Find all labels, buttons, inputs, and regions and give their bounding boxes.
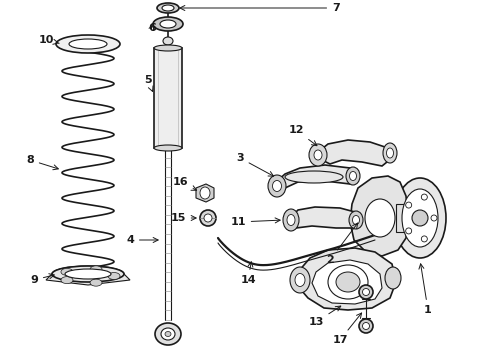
Ellipse shape (285, 171, 343, 183)
Text: 5: 5 (144, 75, 153, 91)
Ellipse shape (90, 279, 102, 286)
Ellipse shape (153, 17, 183, 31)
Ellipse shape (165, 332, 171, 337)
Text: 12: 12 (288, 125, 317, 146)
Ellipse shape (154, 45, 182, 51)
Ellipse shape (406, 228, 412, 234)
Ellipse shape (52, 266, 124, 282)
Ellipse shape (328, 265, 368, 299)
Ellipse shape (155, 323, 181, 345)
Ellipse shape (287, 215, 295, 225)
Ellipse shape (61, 276, 73, 284)
Ellipse shape (365, 199, 395, 237)
Ellipse shape (406, 202, 412, 208)
Ellipse shape (154, 145, 182, 151)
Polygon shape (296, 248, 396, 310)
Ellipse shape (204, 214, 212, 222)
Text: 3: 3 (236, 153, 273, 176)
Text: 1: 1 (419, 264, 432, 315)
Bar (396, 204, 422, 232)
Ellipse shape (349, 211, 363, 229)
Ellipse shape (421, 194, 427, 200)
Text: 8: 8 (26, 155, 58, 170)
Ellipse shape (359, 319, 373, 333)
Ellipse shape (283, 209, 299, 231)
Ellipse shape (272, 180, 281, 192)
Ellipse shape (352, 216, 360, 225)
Text: 16: 16 (172, 177, 196, 190)
Text: 2: 2 (326, 223, 358, 265)
Text: 4: 4 (126, 235, 158, 245)
Ellipse shape (69, 39, 107, 49)
Polygon shape (350, 176, 408, 256)
Ellipse shape (90, 266, 102, 273)
Text: 7: 7 (180, 3, 340, 13)
Polygon shape (312, 260, 382, 304)
Polygon shape (318, 140, 392, 166)
Ellipse shape (56, 35, 120, 53)
Ellipse shape (385, 267, 401, 289)
Polygon shape (290, 207, 360, 228)
Ellipse shape (402, 189, 438, 247)
Ellipse shape (412, 210, 428, 226)
Ellipse shape (359, 285, 373, 299)
Polygon shape (196, 184, 214, 202)
Ellipse shape (268, 175, 286, 197)
Ellipse shape (161, 328, 175, 340)
Ellipse shape (61, 269, 73, 275)
Ellipse shape (108, 273, 120, 279)
Ellipse shape (336, 272, 360, 292)
Ellipse shape (349, 171, 357, 180)
Text: 10: 10 (38, 35, 59, 45)
Text: 15: 15 (171, 213, 196, 223)
Polygon shape (276, 165, 356, 190)
Ellipse shape (65, 269, 111, 279)
Ellipse shape (160, 20, 176, 28)
Ellipse shape (346, 167, 360, 185)
Ellipse shape (314, 150, 322, 160)
Ellipse shape (163, 37, 173, 45)
Text: 13: 13 (308, 306, 341, 327)
Ellipse shape (431, 215, 437, 221)
Ellipse shape (421, 236, 427, 242)
Bar (154, 48, 182, 148)
Ellipse shape (383, 143, 397, 163)
Ellipse shape (387, 148, 393, 158)
Polygon shape (46, 266, 130, 285)
Ellipse shape (363, 288, 369, 296)
Ellipse shape (157, 3, 179, 13)
Ellipse shape (290, 267, 310, 293)
Ellipse shape (162, 5, 174, 11)
Text: 14: 14 (240, 262, 256, 285)
Ellipse shape (295, 274, 305, 287)
Text: 17: 17 (332, 313, 362, 345)
Text: 9: 9 (30, 274, 54, 285)
Ellipse shape (309, 144, 327, 166)
Ellipse shape (363, 323, 369, 329)
Ellipse shape (200, 187, 210, 199)
Ellipse shape (200, 210, 216, 226)
Text: 6: 6 (148, 23, 156, 33)
Text: 11: 11 (230, 217, 280, 227)
Ellipse shape (394, 178, 446, 258)
